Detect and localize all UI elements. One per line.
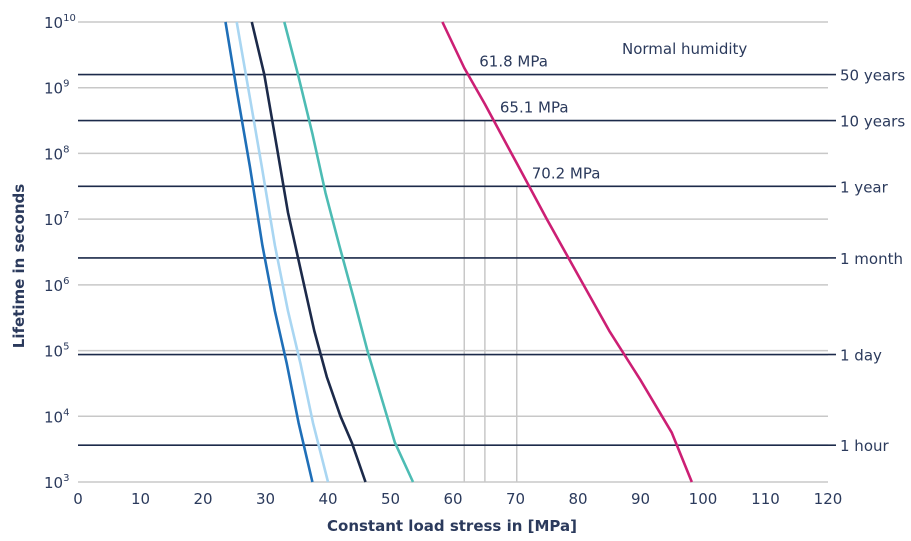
reference-line-label: 1 month [840,250,903,268]
x-tick-label: 90 [631,490,650,508]
drop-lines-layer [463,74,518,482]
reference-lines-layer: 50 years 10 years 1 year 1 month 1 day 1 hour [78,67,905,455]
x-tick-label: 50 [381,490,400,508]
annotation-label: 61.8 MPa [479,53,548,71]
humidity-note: Normal humidity [622,40,747,58]
y-tick-label: 105 [44,342,69,361]
x-tick-label: 40 [318,490,337,508]
y-tick-label: 108 [44,144,69,163]
reference-line-label: 1 year [840,178,889,196]
y-tick-label: 103 [44,473,69,492]
series-line-2 [235,21,330,483]
x-tick-label: 100 [689,490,718,508]
annotation-label: 65.1 MPa [500,99,569,117]
y-axis-title: Lifetime in seconds [10,184,28,348]
x-tick-label: 30 [256,490,275,508]
series-line-3 [250,21,367,483]
annotation-label: 70.2 MPa [532,164,601,182]
y-tick-labels: 103 104 105 106 107 108 109 1010 [44,13,76,492]
annotation-layer: 61.8 MPa 65.1 MPa 70.2 MPa [479,53,600,183]
x-tick-label: 110 [751,490,780,508]
y-tick-label: 107 [44,210,69,229]
x-axis-title: Constant load stress in [MPa] [327,517,577,535]
x-tick-label: 10 [131,490,150,508]
reference-line-label: 1 hour [840,437,890,455]
reference-line-label: 1 day [840,347,882,365]
y-tick-label: 1010 [44,13,76,32]
y-tick-label: 109 [44,79,69,98]
series-layer [224,21,694,483]
x-tick-label: 70 [506,490,525,508]
series-line-4 [283,21,415,483]
reference-line-label: 10 years [840,113,905,131]
x-tick-label: 0 [73,490,83,508]
grid-layer [78,21,828,483]
x-tick-label: 20 [193,490,212,508]
y-tick-label: 106 [44,276,69,295]
reference-line-label: 50 years [840,67,905,85]
x-tick-label: 80 [568,490,587,508]
x-tick-label: 120 [814,490,843,508]
series-line-5 [441,21,694,483]
x-tick-label: 60 [443,490,462,508]
x-tick-labels: 0 10 20 30 40 50 60 70 80 90 100 110 120 [73,490,842,508]
y-tick-label: 104 [44,407,69,426]
series-line-1 [224,21,314,483]
